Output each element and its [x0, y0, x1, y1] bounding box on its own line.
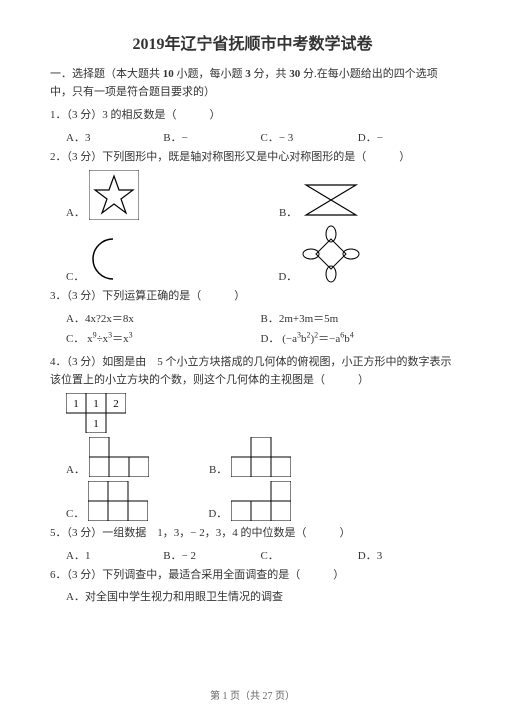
question-6: 6．（3 分）下列调查中，最适合采用全面调查的是（ ）	[50, 567, 455, 585]
q3d-expr: (−a3b2)2＝−a6b4	[282, 333, 354, 345]
view-a-icon	[89, 437, 149, 477]
q2-opt-a: A．	[66, 170, 139, 220]
svg-text:1: 1	[93, 418, 99, 430]
q4-top-view: 1 1 2 1	[50, 393, 455, 433]
q3-opt-b: B．2m+3m＝5m	[261, 310, 456, 326]
page-footer: 第 1 页（共 27 页）	[0, 687, 505, 702]
q2-opt-d: D．	[278, 224, 361, 284]
top-view-grid-icon: 1 1 2 1	[66, 393, 126, 433]
q5-opt-b: B．− 2	[163, 547, 260, 563]
q5-opt-c: C．	[261, 547, 358, 563]
bowtie-icon	[301, 180, 361, 220]
crescent-icon	[88, 234, 138, 284]
q1-opt-b: B．−	[163, 129, 260, 145]
q1-options: A．3 B．− C．− 3 D．−	[50, 129, 455, 145]
question-5: 5．（3 分）一组数据 1，3，− 2，3，4 的中位数是（ ）	[50, 525, 455, 543]
q1-opt-a: A．3	[66, 129, 163, 145]
q5-options: A．1 B．− 2 C． D．3	[50, 547, 455, 563]
svg-text:1: 1	[73, 398, 79, 410]
page-title: 2019年辽宁省抚顺市中考数学试卷	[50, 30, 455, 54]
q3-opt-a: A．4x?2x＝8x	[66, 310, 261, 326]
view-b-icon	[231, 437, 291, 477]
q3-options: A．4x?2x＝8x B．2m+3m＝5m C． x9÷x3＝x3 D． (−a…	[50, 310, 455, 350]
question-3: 3．（3 分）下列运算正确的是（ ）	[50, 288, 455, 306]
title-rest: 年辽宁省抚顺市中考数学试卷	[164, 36, 372, 53]
q1-opt-d: D．−	[358, 129, 455, 145]
q3c-expr: x9÷x3＝x3	[87, 333, 133, 345]
star-icon	[89, 170, 139, 220]
q2-row2: C． D．	[50, 224, 455, 284]
q4-opt-c: C．	[66, 481, 148, 521]
svg-text:1: 1	[93, 398, 99, 410]
q4-opt-a: A．	[66, 437, 149, 477]
q4-row1: A． B．	[50, 437, 455, 477]
q4-row2: C． D．	[50, 481, 455, 521]
question-2: 2．（3 分）下列图形中，既是轴对称图形又是中心对称图形的是（ ）	[50, 149, 455, 167]
q4-opt-b: B．	[209, 437, 291, 477]
q1-opt-c: C．− 3	[261, 129, 358, 145]
question-4: 4．（3 分）如图是由 5 个小立方块搭成的几何体的俯视图，小正方形中的数字表示…	[50, 354, 455, 389]
view-d-icon	[231, 481, 291, 521]
q4-opt-d: D．	[208, 481, 291, 521]
q5-opt-d: D．3	[358, 547, 455, 563]
q3-opt-c: C． x9÷x3＝x3	[66, 330, 261, 346]
view-c-icon	[88, 481, 148, 521]
svg-text:2: 2	[113, 398, 119, 410]
section-heading: 一．选择题（本大题共 10 小题，每小题 3 分，共 30 分.在每小题给出的四…	[50, 66, 455, 101]
question-1: 1．（3 分）3 的相反数是（ ）	[50, 107, 455, 125]
title-year: 2019	[132, 36, 164, 53]
q2-opt-c: C．	[66, 224, 138, 284]
diamond-petal-icon	[301, 224, 361, 284]
q3-opt-d: D． (−a3b2)2＝−a6b4	[261, 330, 456, 346]
q5-opt-a: A．1	[66, 547, 163, 563]
exam-page: 2019年辽宁省抚顺市中考数学试卷 一．选择题（本大题共 10 小题，每小题 3…	[0, 0, 505, 714]
q2-opt-b: B．	[279, 170, 361, 220]
q6-opt-a: A．对全国中学生视力和用眼卫生情况的调查	[50, 588, 455, 604]
q2-row1: A． B．	[50, 170, 455, 220]
